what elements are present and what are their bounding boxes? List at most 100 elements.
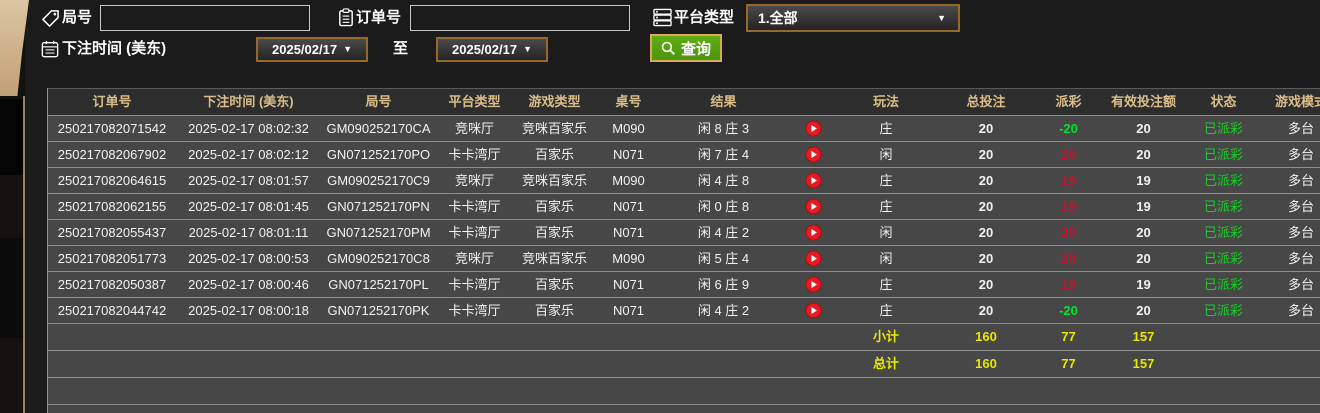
- table-row: 250217082067902 2025-02-17 08:02:12 GN0712…: [48, 142, 1320, 168]
- subtotal-label: 小计: [872, 329, 899, 344]
- total-row: 总计 160 77 157: [48, 351, 1320, 378]
- table-no-cell: N071: [612, 225, 645, 240]
- round-id-cell: GN071252170PL: [328, 277, 429, 292]
- game-mode-cell: 多台: [1287, 303, 1314, 318]
- subtotal-valid-bet: 157: [1132, 329, 1155, 344]
- replay-play-icon[interactable]: [786, 142, 841, 167]
- game-mode-cell: 多台: [1287, 147, 1314, 162]
- table-no-cell: N071: [612, 199, 645, 214]
- header-platform: 平台类型: [448, 94, 501, 109]
- search-icon: [661, 41, 676, 56]
- date-from-select[interactable]: 2025/02/17 ▼: [256, 37, 368, 62]
- status-cell: 已派彩: [1203, 147, 1243, 162]
- subtotal-row: 小计 160 77 157: [48, 324, 1320, 351]
- header-order-id: 订单号: [92, 94, 132, 109]
- game-type-cell: 百家乐: [534, 277, 574, 292]
- replay-play-icon[interactable]: [786, 272, 841, 297]
- status-cell: 已派彩: [1203, 121, 1243, 136]
- play-type-cell: 闲: [879, 147, 893, 162]
- game-mode-cell: 多台: [1287, 173, 1314, 188]
- payout-cell: -20: [1059, 303, 1078, 318]
- total-bet-cell: 20: [978, 199, 994, 214]
- header-game-mode: 游戏模式: [1274, 94, 1320, 109]
- order-id-cell: 250217082055437: [57, 225, 167, 240]
- order-input[interactable]: [410, 5, 630, 31]
- header-replay: [786, 89, 841, 115]
- platform-cell: 卡卡湾厅: [448, 199, 501, 214]
- order-id-cell: 250217082050387: [57, 277, 167, 292]
- platform-cell: 卡卡湾厅: [448, 147, 501, 162]
- table-no-cell: M090: [612, 251, 645, 266]
- subtotal-payout: 77: [1061, 329, 1076, 344]
- total-bet-cell: 20: [978, 277, 994, 292]
- status-cell: 已派彩: [1203, 251, 1243, 266]
- background-block: [0, 238, 24, 338]
- calendar-icon: [40, 39, 60, 59]
- round-id-cell: GM090252170C9: [327, 173, 430, 188]
- table-no-cell: M090: [612, 121, 645, 136]
- table-row: 250217082062155 2025-02-17 08:01:45 GN0712…: [48, 194, 1320, 220]
- tag-icon: [40, 8, 60, 28]
- empty-row: [48, 378, 1320, 405]
- replay-play-icon[interactable]: [786, 220, 841, 245]
- status-cell: 已派彩: [1203, 173, 1243, 188]
- order-id-cell: 250217082044742: [57, 303, 167, 318]
- payout-cell: 20: [1061, 147, 1076, 162]
- play-type-cell: 庄: [879, 199, 893, 214]
- play-type-cell: 闲: [879, 251, 893, 266]
- total-label: 总计: [872, 356, 899, 371]
- round-input[interactable]: [100, 5, 310, 31]
- total-total-bet: 160: [975, 356, 997, 371]
- bet-time-cell: 2025-02-17 08:02:12: [188, 147, 309, 162]
- status-cell: 已派彩: [1203, 199, 1243, 214]
- valid-bet-cell: 19: [1136, 173, 1151, 188]
- platform-type-select[interactable]: 1.全部 ▼: [746, 4, 960, 32]
- bet-time-cell: 2025-02-17 08:01:45: [188, 199, 309, 214]
- date-to-value: 2025/02/17: [452, 42, 518, 57]
- table-row: 250217082071542 2025-02-17 08:02:32 GM0902…: [48, 116, 1320, 142]
- play-type-cell: 庄: [879, 303, 893, 318]
- platform-cell: 竞咪厅: [454, 121, 494, 136]
- replay-play-icon[interactable]: [786, 246, 841, 271]
- replay-play-icon[interactable]: [786, 168, 841, 193]
- result-cell: 闲 4 庄 2: [697, 225, 750, 240]
- table-no-cell: M090: [612, 173, 645, 188]
- platform-type-value: 1.全部: [758, 10, 798, 26]
- table-row: 250217082044742 2025-02-17 08:00:18 GN0712…: [48, 298, 1320, 324]
- platform-cell: 卡卡湾厅: [448, 277, 501, 292]
- round-id-cell: GN071252170PO: [326, 147, 431, 162]
- status-cell: 已派彩: [1203, 303, 1243, 318]
- play-type-cell: 庄: [879, 173, 893, 188]
- game-mode-cell: 多台: [1287, 121, 1314, 136]
- order-id-cell: 250217082051773: [57, 251, 167, 266]
- header-payout: 派彩: [1055, 94, 1082, 109]
- replay-play-icon[interactable]: [786, 116, 841, 141]
- empty-area: [48, 405, 1320, 413]
- table-row: 250217082050387 2025-02-17 08:00:46 GN0712…: [48, 272, 1320, 298]
- game-mode-cell: 多台: [1287, 199, 1314, 214]
- header-valid-bet: 有效投注额: [1110, 94, 1176, 109]
- game-mode-cell: 多台: [1287, 251, 1314, 266]
- order-id-cell: 250217082071542: [57, 121, 167, 136]
- round-id-cell: GN071252170PM: [326, 225, 431, 240]
- valid-bet-cell: 20: [1136, 225, 1151, 240]
- query-button[interactable]: 查询: [650, 34, 723, 62]
- date-to-select[interactable]: 2025/02/17 ▼: [436, 37, 548, 62]
- bet-time-cell: 2025-02-17 08:02:32: [188, 121, 309, 136]
- replay-play-icon[interactable]: [786, 298, 841, 323]
- table-body: 250217082071542 2025-02-17 08:02:32 GM0902…: [48, 116, 1320, 324]
- chevron-down-icon: ▼: [343, 44, 352, 54]
- table-row: 250217082064615 2025-02-17 08:01:57 GM0902…: [48, 168, 1320, 194]
- replay-play-icon[interactable]: [786, 194, 841, 219]
- table-no-cell: N071: [612, 147, 645, 162]
- result-cell: 闲 4 庄 2: [697, 303, 750, 318]
- platform-cell: 卡卡湾厅: [448, 303, 501, 318]
- game-type-cell: 百家乐: [534, 303, 574, 318]
- round-label: 局号: [62, 9, 93, 26]
- bet-time-cell: 2025-02-17 08:00:18: [188, 303, 309, 318]
- header-result: 结果: [710, 94, 737, 109]
- payout-cell: 19: [1061, 277, 1076, 292]
- query-button-label: 查询: [681, 40, 712, 58]
- result-cell: 闲 6 庄 9: [697, 277, 750, 292]
